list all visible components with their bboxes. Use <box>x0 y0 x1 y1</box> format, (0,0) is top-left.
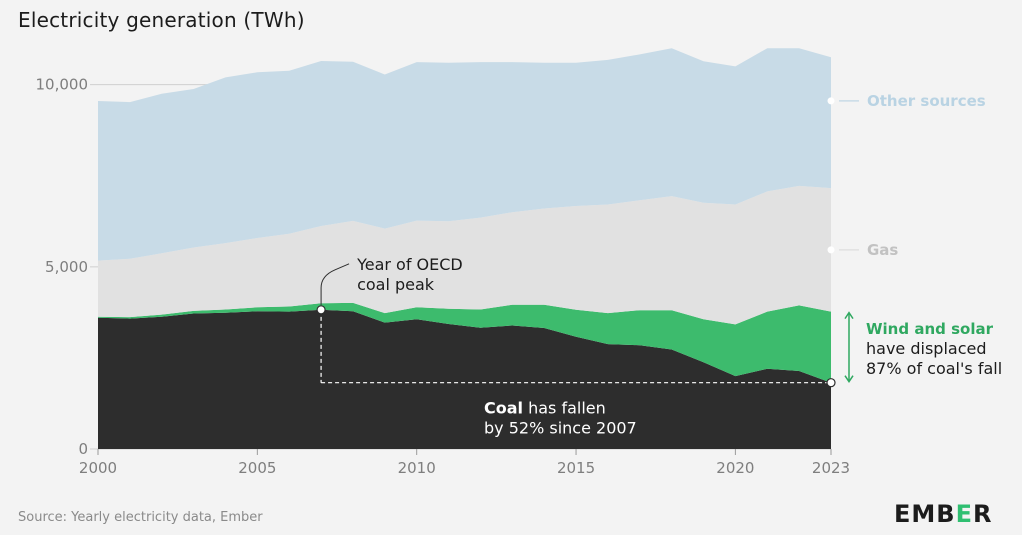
chart-title: Electricity generation (TWh) <box>18 8 305 32</box>
area-coal <box>98 309 831 449</box>
peak-marker <box>316 305 326 315</box>
arrow-head-bottom <box>844 375 854 384</box>
x-tick-label: 2015 <box>557 459 595 477</box>
area-other-sources <box>98 48 831 261</box>
y-tick-label: 10,000 <box>36 76 89 94</box>
area-wind-and-solar <box>98 302 831 383</box>
source-note: Source: Yearly electricity data, Ember <box>18 510 263 525</box>
other-sources-marker <box>827 97 835 105</box>
y-tick-label: 0 <box>78 440 88 458</box>
y-tick-label: 5,000 <box>45 258 88 276</box>
legend-gas: Gas <box>867 241 898 259</box>
gas-marker <box>827 246 835 254</box>
coal-label-rest: has fallen <box>523 399 606 418</box>
arrow-head-top <box>844 311 854 320</box>
legend-wind-solar: Wind and solar <box>866 320 994 338</box>
wind-solar-arrow <box>844 311 854 384</box>
coal-label-bold: Coal <box>484 399 523 418</box>
area-gas <box>98 185 831 325</box>
y-axis: 0 5,000 10,000 <box>36 76 89 458</box>
logo-text-pre: EMB <box>894 500 956 528</box>
wind-solar-label-line1: have displaced <box>866 339 986 358</box>
logo-text-post: R <box>972 500 993 528</box>
annotations: Year of OECD coal peak Coal has fallen b… <box>316 92 1002 438</box>
wind-solar-label-line2: 87% of coal's fall <box>866 359 1002 378</box>
peak-connector-line <box>320 263 350 305</box>
ember-logo: EMBER <box>894 500 992 528</box>
legend-other-sources: Other sources <box>867 92 986 110</box>
coal-label-line2: by 52% since 2007 <box>484 419 637 438</box>
peak-label-line1: Year of OECD <box>356 255 463 274</box>
peak-label-line2: coal peak <box>357 275 435 294</box>
logo-mark: E <box>955 500 973 528</box>
x-tick-label: 2010 <box>398 459 436 477</box>
x-tick-label: 2005 <box>238 459 276 477</box>
x-tick-label: 2000 <box>79 459 117 477</box>
chart-svg: 0 5,000 10,000 2000 2005 2010 2015 2020 2023 Ye… <box>36 48 1002 477</box>
x-axis: 2000 2005 2010 2015 2020 2023 <box>79 449 850 477</box>
x-tick-label: 2023 <box>812 459 850 477</box>
x-tick-label: 2020 <box>716 459 754 477</box>
coal-end-marker <box>826 378 836 388</box>
coal-label-line1: Coal has fallen <box>484 399 606 418</box>
chart-areas <box>98 48 831 449</box>
